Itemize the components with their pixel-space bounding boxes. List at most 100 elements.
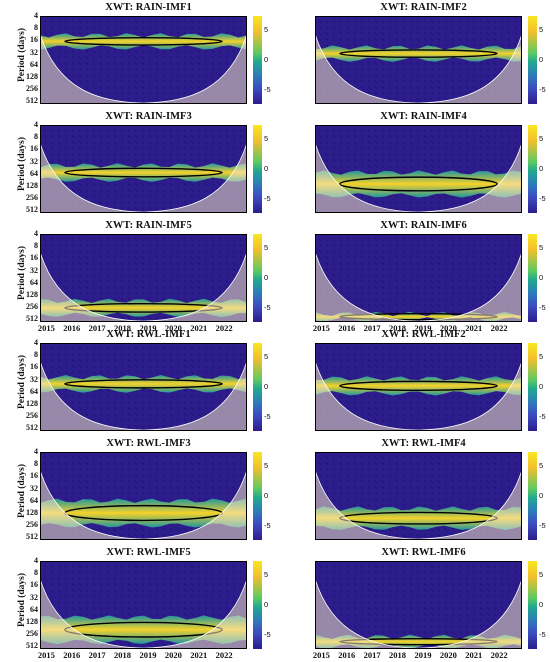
phase-arrow: [211, 346, 215, 351]
phase-arrow: [416, 630, 420, 635]
phase-arrow: [239, 25, 243, 30]
phase-arrow: [444, 79, 448, 84]
phase-arrow: [339, 455, 343, 460]
phase-arrow: [92, 406, 96, 411]
phase-arrow: [409, 491, 413, 496]
phase-arrow: [339, 358, 343, 363]
phase-arrow: [458, 279, 462, 284]
phase-arrow: [218, 285, 222, 290]
phase-arrow: [395, 249, 399, 254]
phase-arrow: [514, 479, 518, 484]
phase-arrow: [148, 297, 152, 302]
phase-arrow: [388, 273, 392, 278]
phase-arrow: [500, 164, 504, 169]
phase-arrow: [465, 285, 469, 290]
phase-arrow: [416, 479, 420, 484]
chart-title: XWT: RWL-IMF4: [381, 438, 466, 449]
phase-arrow: [360, 594, 364, 599]
phase-arrow: [388, 303, 392, 308]
phase-arrow: [78, 346, 82, 351]
phase-arrow: [148, 134, 152, 139]
phase-arrow: [381, 412, 385, 417]
y-tick-label: 4: [34, 556, 38, 565]
phase-arrow: [120, 79, 124, 84]
phase-arrow: [162, 182, 166, 187]
phase-arrow: [134, 19, 138, 24]
phase-arrow: [141, 279, 145, 284]
phase-arrow: [451, 630, 455, 635]
phase-arrow: [71, 473, 75, 478]
phase-arrow: [367, 255, 371, 260]
phase-arrow: [430, 594, 434, 599]
phase-arrow: [183, 255, 187, 260]
phase-arrow: [162, 61, 166, 66]
phase-arrow: [232, 346, 236, 351]
phase-arrow: [211, 600, 215, 605]
phase-arrow: [71, 364, 75, 369]
phase-arrow: [113, 273, 117, 278]
phase-arrow: [92, 491, 96, 496]
phase-arrow: [176, 576, 180, 581]
phase-arrow: [211, 594, 215, 599]
phase-arrow: [346, 497, 350, 502]
phase-arrow: [451, 249, 455, 254]
phase-arrow: [332, 485, 336, 490]
phase-arrow: [162, 67, 166, 72]
phase-arrow: [155, 25, 159, 30]
phase-arrow: [99, 140, 103, 145]
phase-arrow: [472, 67, 476, 72]
phase-arrow: [409, 273, 413, 278]
phase-arrow: [120, 576, 124, 581]
phase-arrow: [402, 473, 406, 478]
phase-arrow: [374, 630, 378, 635]
phase-arrow: [190, 582, 194, 587]
phase-arrow: [381, 237, 385, 242]
phase-arrow: [430, 527, 434, 532]
phase-arrow: [169, 91, 173, 96]
phase-arrow: [395, 497, 399, 502]
phase-arrow: [409, 618, 413, 623]
phase-arrow: [353, 261, 357, 266]
phase-arrow: [437, 588, 441, 593]
phase-arrow: [106, 582, 110, 587]
phase-arrow: [85, 606, 89, 611]
phase-arrow: [346, 346, 350, 351]
phase-arrow: [85, 461, 89, 466]
phase-arrow: [85, 394, 89, 399]
chart-title: XWT: RWL-IMF6: [381, 547, 466, 558]
phase-arrow: [148, 612, 152, 617]
phase-arrow: [232, 19, 236, 24]
phase-arrow: [423, 255, 427, 260]
phase-arrow: [99, 19, 103, 24]
colorbar-tick-label: 0: [264, 600, 269, 609]
phase-arrow: [211, 285, 215, 290]
phase-arrow: [211, 564, 215, 569]
phase-arrow: [183, 67, 187, 72]
phase-arrow: [218, 261, 222, 266]
phase-arrow: [204, 255, 208, 260]
phase-arrow: [211, 255, 215, 260]
phase-arrow: [381, 140, 385, 145]
phase-arrow: [148, 128, 152, 133]
phase-arrow: [113, 364, 117, 369]
phase-arrow: [106, 73, 110, 78]
phase-arrow: [430, 279, 434, 284]
phase-arrow: [64, 55, 68, 60]
phase-arrow: [120, 412, 124, 417]
phase-arrow: [113, 600, 117, 605]
phase-arrow: [430, 503, 434, 508]
y-tick-label: 256: [26, 629, 38, 639]
phase-arrow: [218, 182, 222, 187]
phase-arrow: [134, 370, 138, 375]
phase-arrow: [367, 291, 371, 296]
phase-arrow: [134, 279, 138, 284]
phase-arrow: [437, 285, 441, 290]
phase-arrow: [127, 19, 131, 24]
phase-arrow: [472, 503, 476, 508]
phase-arrow: [71, 182, 75, 187]
phase-arrow: [106, 491, 110, 496]
phase-arrow: [162, 152, 166, 157]
phase-arrow: [190, 370, 194, 375]
phase-arrow: [353, 67, 357, 72]
phase-arrow: [465, 473, 469, 478]
